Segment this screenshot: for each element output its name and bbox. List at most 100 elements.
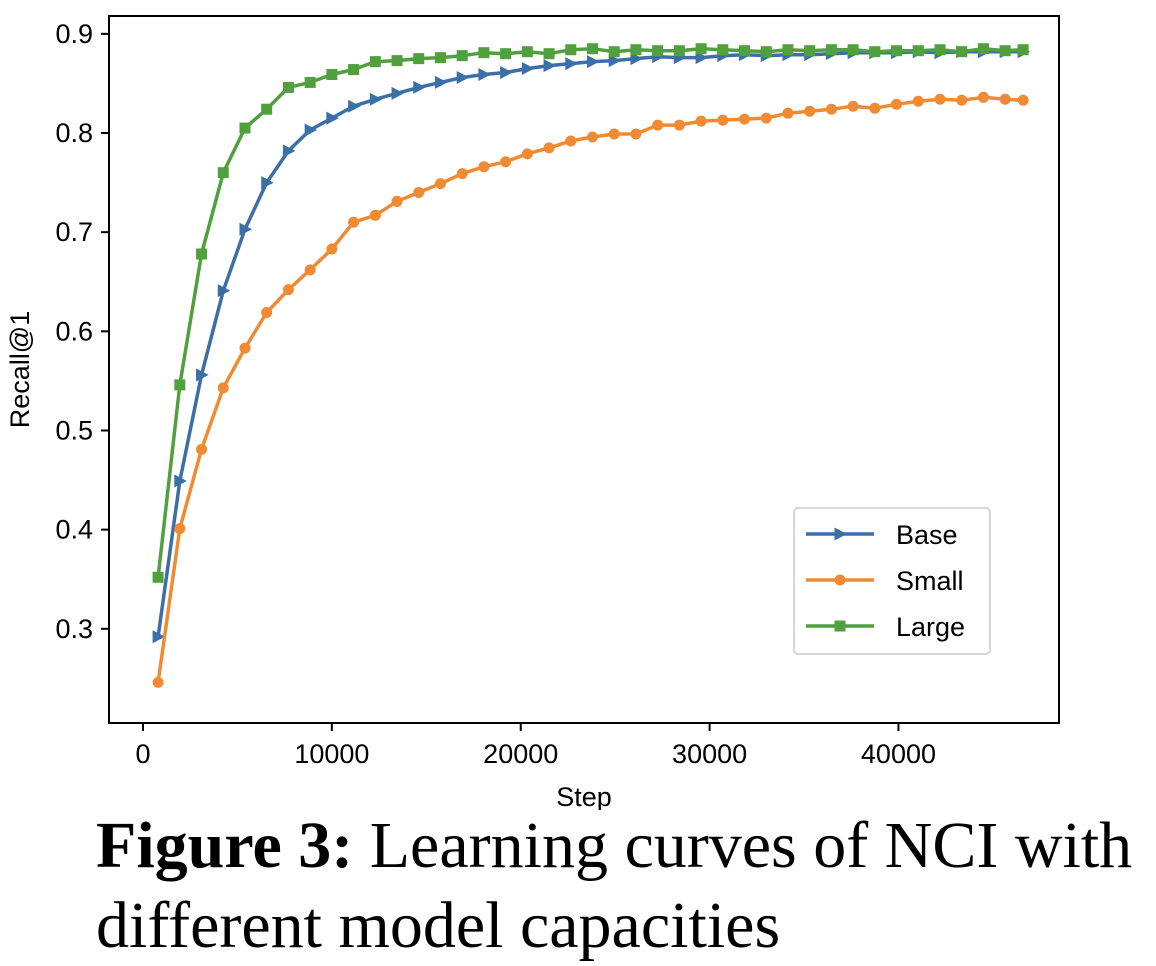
legend-base-item: Base bbox=[806, 520, 958, 550]
series-large-point bbox=[652, 45, 664, 57]
series-large-point bbox=[586, 43, 598, 55]
series-small-point bbox=[304, 264, 316, 276]
series-large-point bbox=[500, 48, 512, 60]
series-large-point bbox=[825, 44, 837, 56]
series-small-point bbox=[500, 156, 512, 168]
legend-small-swatch-point bbox=[834, 574, 846, 586]
series-base-point bbox=[586, 55, 600, 69]
series-small-point bbox=[261, 306, 273, 318]
figure-caption: Figure 3: Learning curves of NCI with di… bbox=[96, 806, 1146, 966]
series-small-point bbox=[565, 135, 577, 147]
legend-base-swatch-point bbox=[834, 527, 847, 541]
series-large-point bbox=[891, 45, 903, 57]
series-large-point bbox=[608, 46, 620, 58]
series-small-point bbox=[934, 93, 946, 105]
series-small bbox=[152, 91, 1029, 688]
series-large-point bbox=[977, 43, 989, 55]
legend-box bbox=[793, 507, 991, 655]
series-large-point bbox=[630, 44, 642, 56]
series-large-point bbox=[565, 44, 577, 56]
series-large-point bbox=[934, 44, 946, 56]
series-large-point bbox=[304, 76, 316, 88]
series-large-point bbox=[369, 56, 381, 68]
y-tick-label: 0.5 bbox=[55, 415, 93, 445]
y-tick-label: 0.4 bbox=[55, 515, 93, 545]
series-base-point bbox=[326, 111, 339, 125]
series-base-point bbox=[565, 57, 578, 71]
series-large-point bbox=[152, 571, 164, 583]
series-base-point bbox=[434, 75, 448, 89]
series-small-point bbox=[630, 128, 642, 140]
x-tick-label: 40000 bbox=[861, 739, 936, 769]
series-small-point bbox=[760, 112, 772, 124]
series-small-point bbox=[912, 95, 924, 107]
series-small-point bbox=[369, 209, 381, 221]
y-tick-label: 0.8 bbox=[55, 118, 93, 148]
series-small-point bbox=[217, 382, 229, 394]
series-small-point bbox=[825, 103, 837, 115]
series-base-point bbox=[304, 123, 318, 137]
legend: Base Small Large bbox=[793, 507, 991, 655]
legend-small-label: Small bbox=[896, 566, 964, 596]
series-large-point bbox=[196, 248, 208, 260]
series-large-point bbox=[239, 122, 251, 134]
series-base-point bbox=[348, 99, 361, 113]
series-large-point bbox=[543, 48, 555, 60]
series-base-point bbox=[239, 222, 252, 236]
series-large-point bbox=[673, 45, 685, 57]
x-tick-label: 10000 bbox=[294, 739, 369, 769]
series-large-point bbox=[391, 55, 403, 67]
chart: 0 10000 20000 30000 40000 0.3 0.4 0.5 0.6 0.7 0.8… bbox=[5, 15, 1060, 810]
series-large-point bbox=[217, 167, 229, 179]
series-small-point bbox=[174, 523, 186, 535]
series-small-point bbox=[739, 113, 751, 125]
series-large-point bbox=[912, 45, 924, 57]
series-large-point bbox=[174, 379, 186, 391]
y-tick-label: 0.6 bbox=[55, 316, 93, 346]
series-base-point bbox=[196, 368, 209, 382]
series-small-point bbox=[608, 128, 620, 140]
series-base-point bbox=[521, 62, 535, 76]
series-large-point bbox=[282, 81, 294, 93]
y-tick-label: 0.3 bbox=[55, 614, 93, 644]
series-large-point bbox=[434, 52, 446, 64]
plot-frame bbox=[108, 15, 1060, 724]
series-large-point bbox=[348, 64, 360, 76]
series-large-line bbox=[156, 46, 1024, 578]
series-small-point bbox=[652, 119, 664, 131]
series-small-point bbox=[956, 94, 968, 106]
legend-small-item: Small bbox=[806, 566, 964, 596]
series-small-point bbox=[804, 105, 816, 117]
series-base-point bbox=[456, 70, 470, 84]
y-axis: 0.3 0.4 0.5 0.6 0.7 0.8 0.9 bbox=[55, 19, 109, 644]
x-axis: 0 10000 20000 30000 40000 bbox=[135, 723, 936, 769]
series-small-point bbox=[348, 216, 360, 228]
series-small-point bbox=[391, 195, 403, 207]
series-small-point bbox=[717, 114, 729, 126]
series-small-point bbox=[891, 98, 903, 110]
series-small-point bbox=[152, 676, 164, 688]
y-tick-label: 0.7 bbox=[55, 217, 93, 247]
series-base-point bbox=[608, 54, 622, 68]
series-base-point bbox=[630, 52, 643, 66]
series-large-point bbox=[869, 46, 881, 58]
series-base-point bbox=[217, 284, 231, 298]
series-large-point bbox=[739, 45, 751, 57]
series-large-point bbox=[521, 46, 533, 58]
series-large-point bbox=[413, 53, 425, 65]
series-large-point bbox=[782, 44, 794, 56]
series-large-point bbox=[478, 47, 490, 59]
series-small-point bbox=[456, 168, 468, 180]
series-small-point bbox=[543, 142, 555, 154]
series-large-point bbox=[695, 43, 707, 55]
series-small-point bbox=[1017, 94, 1029, 106]
series-large-point bbox=[717, 44, 729, 56]
y-tick-label: 0.9 bbox=[55, 19, 93, 49]
series-small-point bbox=[999, 93, 1011, 105]
series-large-point bbox=[999, 45, 1011, 57]
series-base-point bbox=[413, 80, 426, 94]
series-large-point bbox=[847, 44, 859, 56]
series-small-point bbox=[869, 102, 881, 114]
series-small-point bbox=[977, 91, 989, 103]
series-small-point bbox=[196, 443, 208, 455]
